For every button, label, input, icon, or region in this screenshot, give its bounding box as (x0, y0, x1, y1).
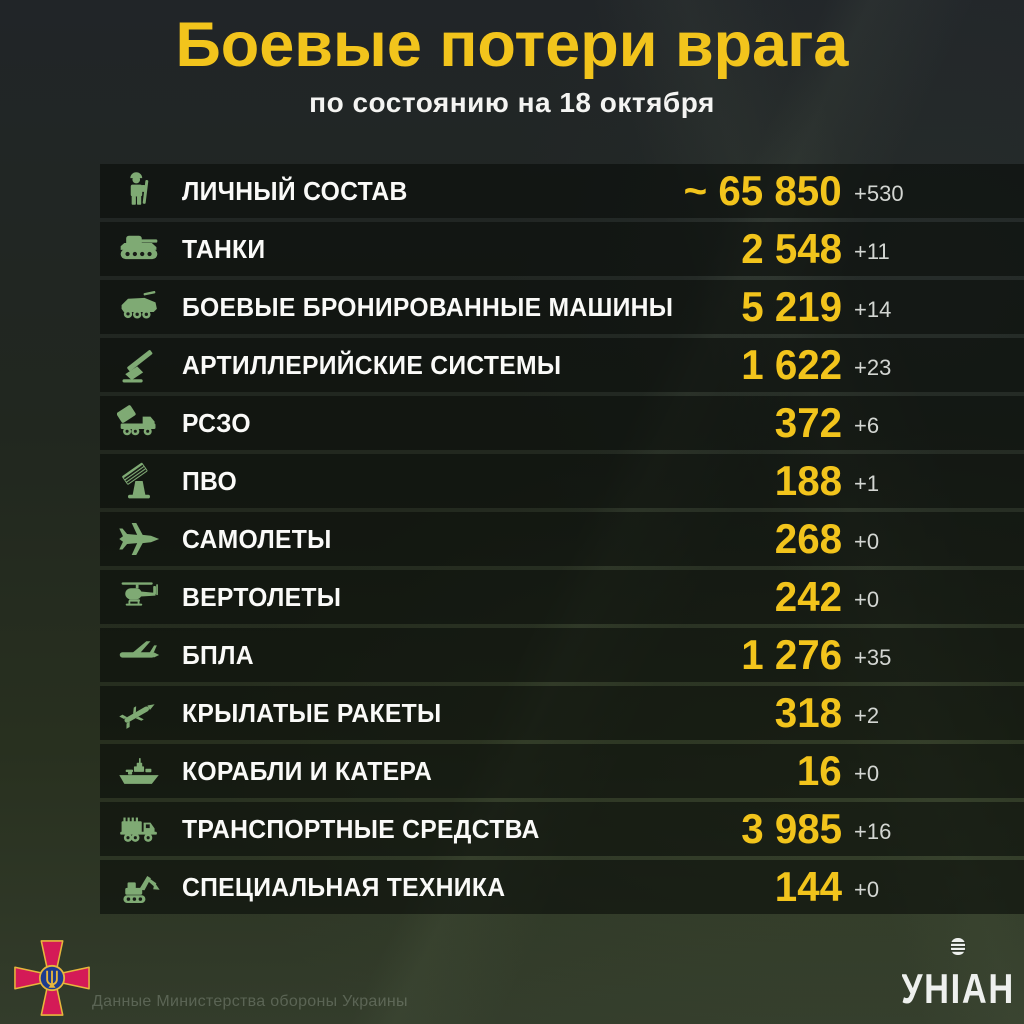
total-value: 188 (774, 457, 842, 504)
total-value: 5 219 (741, 283, 842, 330)
soldier-icon (112, 169, 166, 213)
category-label: СПЕЦИАЛЬНАЯ ТЕХНИКА (182, 871, 506, 902)
ship-icon (112, 749, 166, 793)
daily-increase: +0 (854, 876, 880, 902)
table-row: РСЗО 372 +6 (100, 396, 1024, 450)
table-row: ТРАНСПОРТНЫЕ СРЕДСТВА 3 985 +16 (100, 802, 1024, 856)
table-row: АРТИЛЛЕРИЙСКИЕ СИСТЕМЫ 1 622 +23 (100, 338, 1024, 392)
total-value: 144 (774, 863, 842, 910)
total-value: 1 622 (741, 341, 842, 388)
table-row: КРЫЛАТЫЕ РАКЕТЫ 318 +2 (100, 686, 1024, 740)
table-row: БПЛА 1 276 +35 (100, 628, 1024, 682)
daily-increase: +11 (854, 238, 890, 264)
microphone-icon (950, 938, 966, 955)
header: Боевые потери врага по состоянию на 18 о… (0, 0, 1024, 119)
total-value: 268 (774, 515, 842, 562)
category-label: КРЫЛАТЫЕ РАКЕТЫ (182, 697, 442, 728)
category-label: АРТИЛЛЕРИЙСКИЕ СИСТЕМЫ (182, 349, 562, 380)
jet-icon (112, 517, 166, 561)
subtitle-date: по состоянию на 18 октября (309, 87, 715, 119)
category-label: КОРАБЛИ И КАТЕРА (182, 755, 433, 786)
table-row: БОЕВЫЕ БРОНИРОВАННЫЕ МАШИНЫ 5 219 +14 (100, 280, 1024, 334)
tank-icon (112, 227, 166, 271)
drone-icon (112, 633, 166, 677)
apc-icon (112, 285, 166, 329)
daily-increase: +16 (854, 818, 892, 844)
daily-increase: +23 (854, 354, 892, 380)
category-label: РСЗО (182, 407, 251, 438)
artillery-icon (112, 343, 166, 387)
category-label: ЛИЧНЫЙ СОСТАВ (182, 175, 408, 206)
table-row: ТАНКИ 2 548 +11 (100, 222, 1024, 276)
source-note: Данные Министерства обороны Украины (92, 993, 408, 1010)
mlrs-icon (112, 401, 166, 445)
total-value: 2 548 (741, 225, 842, 272)
daily-increase: +1 (854, 470, 880, 496)
daily-increase: +0 (854, 760, 880, 786)
total-value: 3 985 (741, 805, 842, 852)
daily-increase: +2 (854, 702, 880, 728)
table-row: КОРАБЛИ И КАТЕРА 16 +0 (100, 744, 1024, 798)
unian-logo: УНІАН (901, 937, 1014, 1016)
daily-increase: +14 (854, 296, 892, 322)
losses-table: ЛИЧНЫЙ СОСТАВ ~ 65 850 +530 ТАНКИ 2 548 … (100, 164, 1024, 918)
daily-increase: +0 (854, 586, 880, 612)
category-label: БОЕВЫЕ БРОНИРОВАННЫЕ МАШИНЫ (182, 291, 674, 322)
page-title: Боевые потери врага (175, 10, 849, 80)
total-value: 1 276 (741, 631, 842, 678)
table-row: ВЕРТОЛЕТЫ 242 +0 (100, 570, 1024, 624)
cruise-missile-icon (112, 691, 166, 735)
daily-increase: +6 (854, 412, 880, 438)
agency-name: УНІАН (902, 966, 1014, 1011)
category-label: ТАНКИ (182, 233, 266, 264)
total-value: 372 (774, 399, 842, 446)
daily-increase: +530 (854, 180, 904, 206)
category-label: ТРАНСПОРТНЫЕ СРЕДСТВА (182, 813, 540, 844)
category-label: БПЛА (182, 639, 254, 670)
armed-forces-emblem (13, 938, 91, 1023)
table-row: ЛИЧНЫЙ СОСТАВ ~ 65 850 +530 (100, 164, 1024, 218)
category-label: ПВО (182, 465, 238, 496)
air-defense-icon (112, 459, 166, 503)
helicopter-icon (112, 575, 166, 619)
trident-base (48, 982, 56, 988)
daily-increase: +35 (854, 644, 892, 670)
total-value: 318 (774, 689, 842, 736)
table-row: СПЕЦИАЛЬНАЯ ТЕХНИКА 144 +0 (100, 860, 1024, 914)
truck-icon (112, 807, 166, 851)
table-row: САМОЛЕТЫ 268 +0 (100, 512, 1024, 566)
total-value: ~ 65 850 (683, 167, 842, 214)
total-value: 16 (797, 747, 842, 794)
excavator-icon (112, 865, 166, 909)
category-label: ВЕРТОЛЕТЫ (182, 581, 342, 612)
category-label: САМОЛЕТЫ (182, 523, 332, 554)
total-value: 242 (774, 573, 842, 620)
daily-increase: +0 (854, 528, 880, 554)
table-row: ПВО 188 +1 (100, 454, 1024, 508)
